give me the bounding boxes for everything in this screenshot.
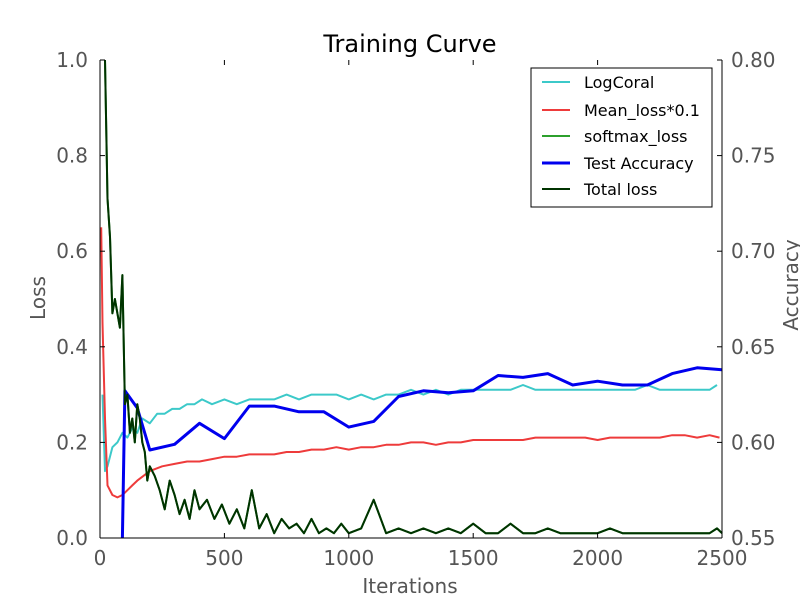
legend: LogCoral Mean_loss*0.1 softmax_loss Test… [530,67,713,208]
x-tick-label: 2000 [572,546,623,570]
y-tick-label: 0.8 [56,144,88,168]
legend-label-logcoral: LogCoral [584,73,654,92]
y-tick-label: 0.0 [56,526,88,550]
y-tick-label: 0.2 [56,430,88,454]
y2-axis-title: Accuracy [779,239,800,330]
x-tick-label: 1500 [448,546,499,570]
legend-box [530,67,713,208]
x-tick-label: 500 [205,546,243,570]
y2-tick-label: 0.55 [731,526,776,550]
y2-tick-label: 0.60 [731,430,776,454]
y-tick-label: 1.0 [56,48,88,72]
y2-tick-label: 0.75 [731,144,776,168]
y2-tick-label: 0.70 [731,239,776,263]
legend-label-mean-loss: Mean_loss*0.1 [584,101,700,121]
y2-tick-label: 0.80 [731,48,776,72]
legend-label-total-loss: Total loss [583,180,657,199]
series-layer [100,59,723,539]
y2-tick-label: 0.65 [731,335,776,359]
y-axis-title: Loss [26,276,50,320]
legend-label-softmax-loss: softmax_loss [584,127,688,147]
series-line-mean-loss-0-1 [100,227,720,499]
x-tick-label: 0 [94,546,107,570]
series-line-total-loss [104,59,723,535]
y-tick-label: 0.4 [56,335,88,359]
x-tick-label: 1000 [323,546,374,570]
chart-title: Training Curve [322,30,496,58]
x-axis-title: Iterations [362,574,457,598]
y-tick-label: 0.6 [56,239,88,263]
legend-label-test-accuracy: Test Accuracy [583,154,694,173]
axes-layer: 0 500 1000 1500 2000 2500 0.0 0.2 0.4 0.6 0.8 1.0 0.… [56,48,775,570]
x-tick-label: 2500 [697,546,748,570]
series-line-test-accuracy [120,366,723,539]
series-line-logcoral [101,384,718,473]
